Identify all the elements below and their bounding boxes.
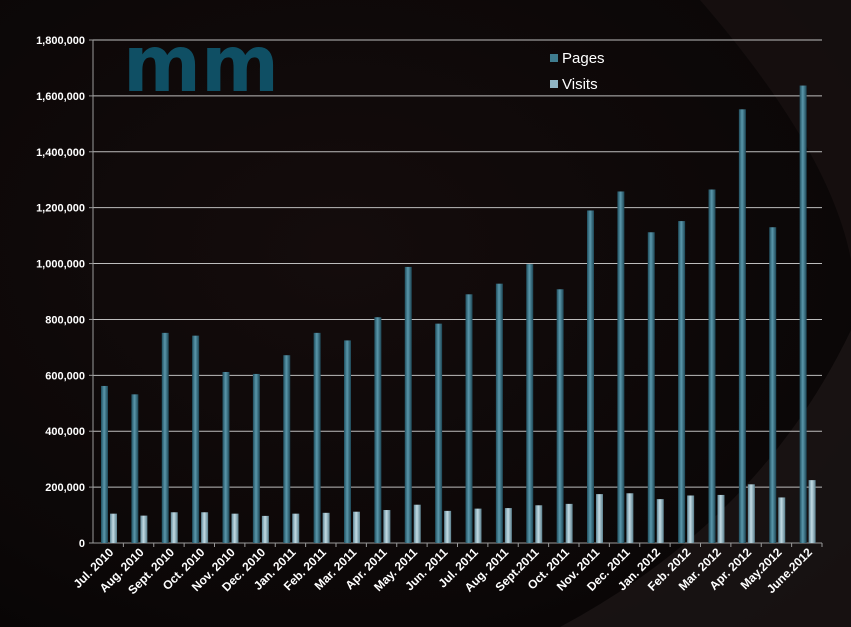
bar-visits bbox=[201, 512, 209, 543]
legend-swatch-visits bbox=[550, 80, 558, 88]
bar-visits bbox=[687, 495, 695, 543]
bar-visits bbox=[626, 493, 634, 543]
bar-pages bbox=[708, 189, 716, 543]
bar-pages bbox=[252, 373, 260, 543]
bar-visits bbox=[413, 504, 421, 543]
bar-pages bbox=[192, 335, 200, 543]
y-tick-label: 1,800,000 bbox=[36, 35, 85, 47]
y-tick-label: 1,600,000 bbox=[36, 91, 85, 103]
y-tick-label: 0 bbox=[79, 538, 85, 550]
bar-pages bbox=[101, 385, 108, 543]
y-tick-label: 1,200,000 bbox=[36, 203, 85, 215]
y-tick-label: 600,000 bbox=[45, 370, 85, 382]
bar-visits bbox=[231, 513, 239, 543]
legend-swatch-pages bbox=[550, 54, 558, 62]
bar-pages bbox=[313, 332, 321, 543]
bar-visits bbox=[353, 511, 360, 543]
bar-pages bbox=[404, 266, 412, 543]
bar-pages bbox=[344, 340, 351, 543]
bar-pages bbox=[738, 109, 746, 544]
bar-visits bbox=[808, 480, 816, 543]
bar-pages bbox=[465, 294, 473, 543]
grid-lines bbox=[93, 39, 822, 488]
bar-visits bbox=[565, 503, 573, 543]
y-tick-label: 400,000 bbox=[45, 426, 85, 438]
bar-visits bbox=[292, 513, 300, 543]
legend-label-pages: Pages bbox=[562, 50, 605, 67]
bar-visits bbox=[261, 515, 269, 543]
bar-visits bbox=[778, 497, 786, 543]
bar-pages bbox=[647, 232, 655, 543]
bar-pages bbox=[495, 283, 503, 543]
bar-pages bbox=[799, 85, 807, 544]
background-swoosh-bottom bbox=[560, 330, 851, 627]
bar-visits bbox=[322, 512, 330, 543]
bar-visits bbox=[747, 484, 755, 543]
y-tick-label: 800,000 bbox=[45, 314, 85, 326]
y-tick-label: 1,000,000 bbox=[36, 259, 85, 271]
bar-pages bbox=[526, 264, 534, 543]
bar-visits bbox=[535, 505, 543, 543]
axes bbox=[89, 39, 823, 547]
background-swoosh bbox=[700, 0, 851, 260]
bar-visits bbox=[140, 515, 148, 543]
bar-visits bbox=[170, 512, 178, 543]
bar-pages bbox=[769, 227, 777, 543]
y-tick-label: 200,000 bbox=[45, 482, 85, 494]
bar-pages bbox=[617, 191, 625, 543]
bar-visits bbox=[383, 510, 391, 543]
bar-visits bbox=[474, 508, 482, 543]
legend-label-visits: Visits bbox=[562, 76, 598, 93]
bar-pages bbox=[678, 221, 686, 543]
bar-pages bbox=[556, 289, 564, 543]
y-axis-tick-labels: 0 200,000 400,000 600,000 800,000 1,000,000 1,… bbox=[36, 35, 85, 550]
bar-visits bbox=[444, 510, 452, 543]
y-tick-label: 1,400,000 bbox=[36, 147, 85, 159]
bar-pages bbox=[161, 332, 169, 543]
legend: Pages Visits bbox=[550, 50, 605, 93]
bar-pages bbox=[283, 355, 291, 543]
bars bbox=[101, 85, 816, 544]
bar-visits bbox=[596, 494, 603, 543]
logo: mm bbox=[123, 20, 279, 110]
bar-visits bbox=[717, 494, 725, 543]
bar-visits bbox=[504, 508, 512, 543]
bar-pages bbox=[222, 371, 230, 543]
bar-visits bbox=[656, 499, 664, 543]
bar-pages bbox=[131, 394, 139, 543]
bar-pages bbox=[435, 323, 443, 543]
bar-pages bbox=[374, 317, 382, 543]
bar-visits bbox=[110, 513, 117, 543]
bar-pages bbox=[587, 210, 594, 543]
logo-mark: mm bbox=[123, 20, 279, 110]
